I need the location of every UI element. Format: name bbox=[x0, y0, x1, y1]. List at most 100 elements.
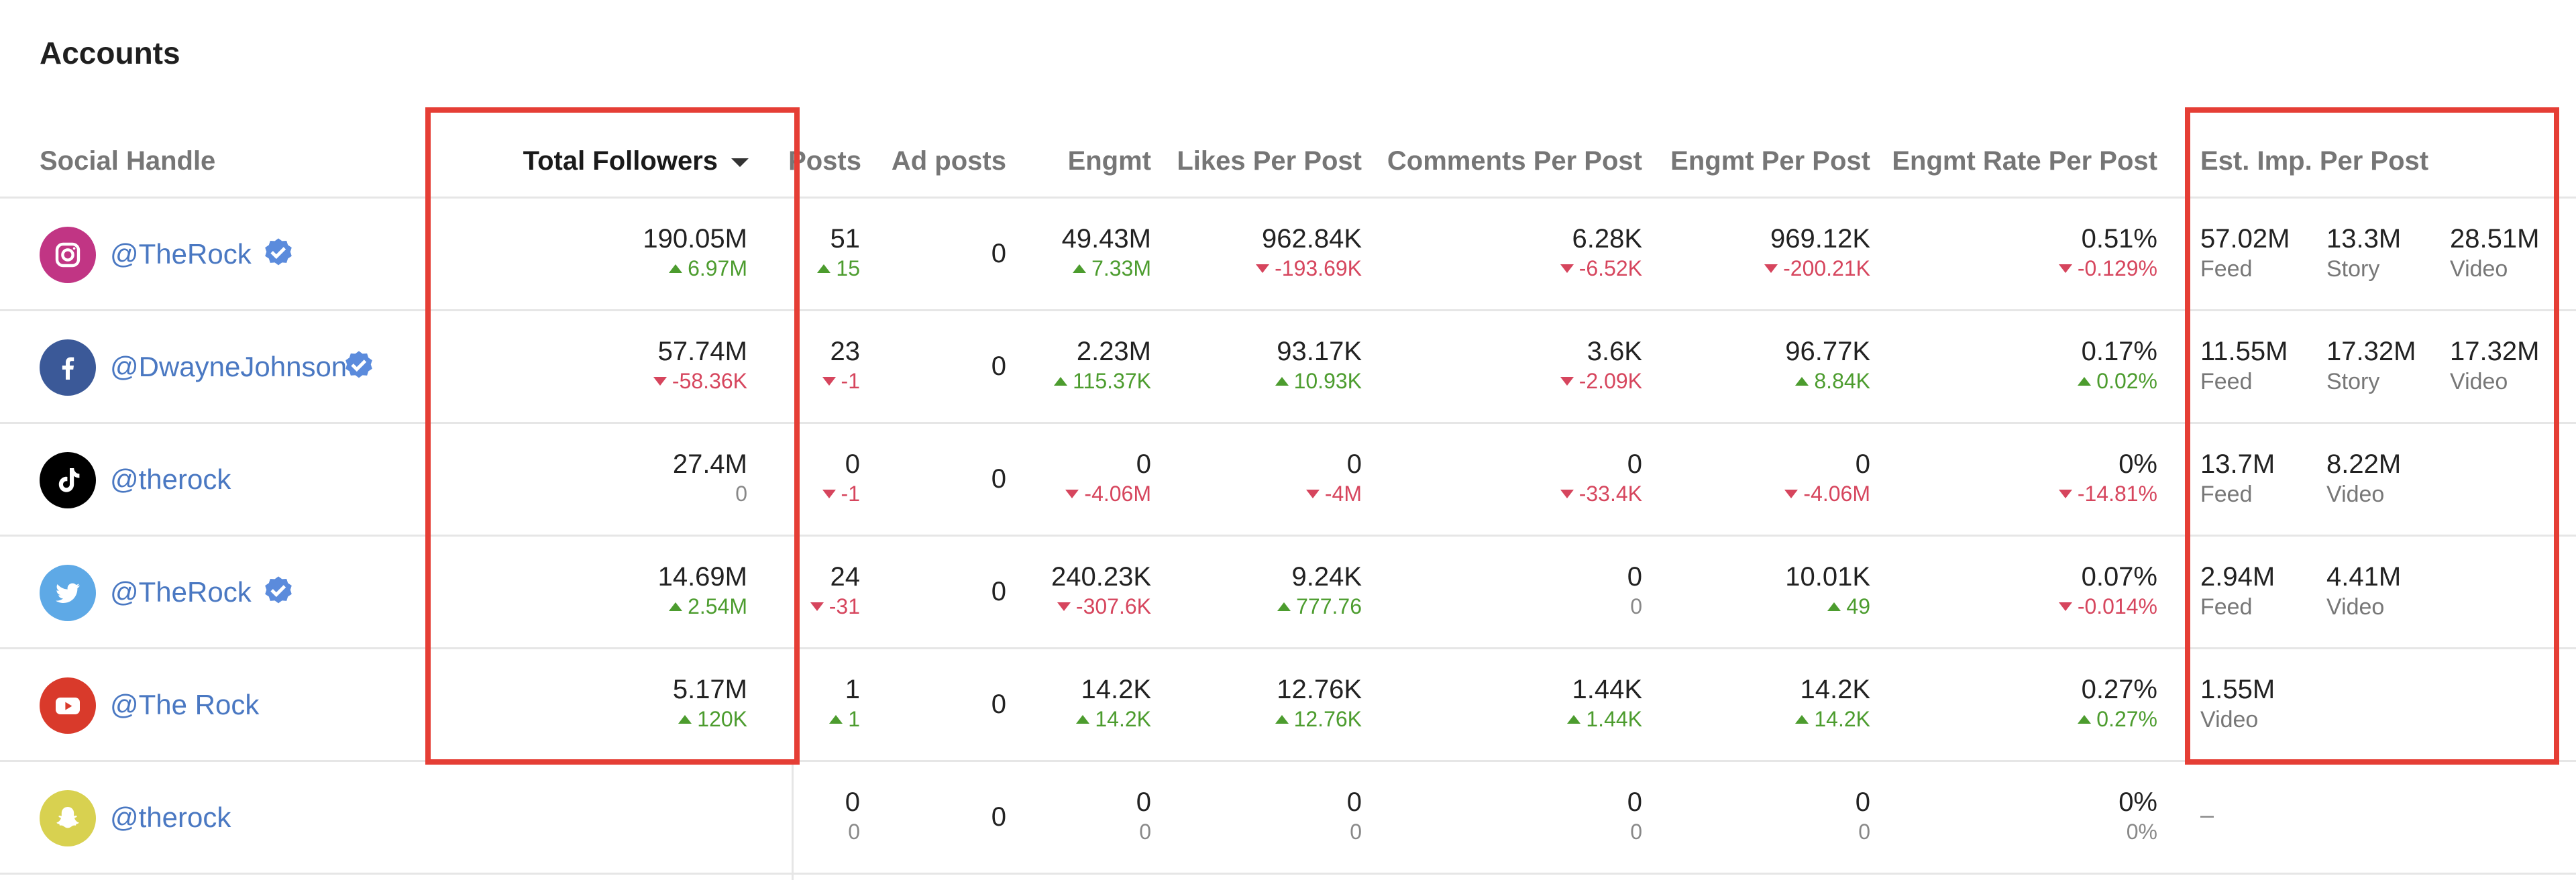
impression-label: Feed bbox=[2200, 594, 2253, 620]
trend-up-icon bbox=[1054, 377, 1068, 386]
metric-change-value: -33.4K bbox=[1578, 482, 1642, 506]
metric-value: 0 bbox=[1855, 787, 1870, 817]
metric-change: 0.27% bbox=[2078, 706, 2157, 732]
row-divider bbox=[0, 197, 2576, 199]
posts-cell: 51 15 bbox=[592, 199, 860, 311]
snapchat-icon bbox=[40, 790, 96, 846]
column-header-posts[interactable]: Posts bbox=[788, 146, 861, 176]
trend-up-icon bbox=[1827, 602, 1841, 612]
metric-value: 0 bbox=[991, 239, 1006, 268]
row-divider bbox=[0, 760, 2576, 762]
likes-per-post-cell: 0 -4M bbox=[1093, 424, 1362, 537]
metric-change-value: 115.37K bbox=[1073, 369, 1151, 393]
impression-item: 11.55M Feed bbox=[2200, 335, 2288, 396]
comments-per-post-cell: 0 -33.4K bbox=[1374, 424, 1642, 537]
metric-value: 0 bbox=[1627, 787, 1642, 817]
metric-change-value: -0.129% bbox=[2077, 256, 2157, 280]
metric-change-value: -58.36K bbox=[672, 369, 747, 393]
metric-change: 0 bbox=[1630, 818, 1642, 845]
metric-change: 0.02% bbox=[2078, 368, 2157, 394]
metric-value: 23 bbox=[830, 337, 861, 366]
column-header-est-imp-per-post[interactable]: Est. Imp. Per Post bbox=[2200, 146, 2429, 176]
trend-up-icon bbox=[1073, 264, 1087, 274]
social-handle-link[interactable]: @TheRock bbox=[110, 576, 252, 608]
column-header-engmt-per-post[interactable]: Engmt Per Post bbox=[1670, 146, 1870, 176]
total-followers-cell: 27.4M 0 bbox=[479, 424, 747, 537]
comments-per-post-cell: 1.44K 1.44K bbox=[1374, 649, 1642, 762]
impression-label: Feed bbox=[2200, 256, 2253, 282]
social-handle-link[interactable]: @therock bbox=[110, 802, 231, 833]
impression-item: 57.02M Feed bbox=[2200, 223, 2290, 283]
trend-down-icon bbox=[1305, 490, 1320, 499]
metric-change-value: 0.02% bbox=[2096, 369, 2157, 393]
metric-change: 115.37K bbox=[1054, 368, 1151, 394]
trend-down-icon bbox=[1560, 264, 1574, 274]
metric-change: 14.2K bbox=[1795, 706, 1870, 732]
column-header-likes-per-post[interactable]: Likes Per Post bbox=[1177, 146, 1362, 176]
metric-change: -1 bbox=[822, 368, 860, 394]
metric-change-value: 0% bbox=[2126, 820, 2157, 844]
social-handle-link[interactable]: @The Rock bbox=[110, 689, 260, 720]
metric-change-value: -307.6K bbox=[1075, 594, 1151, 618]
verified-badge-icon bbox=[341, 349, 377, 385]
total-followers-cell: 190.05M 6.97M bbox=[479, 199, 747, 311]
metric-value: 93.17K bbox=[1277, 337, 1362, 366]
metric-change-value: -4.06M bbox=[1803, 482, 1870, 506]
metric-change: 0 bbox=[1139, 818, 1151, 845]
metric-change-value: 15 bbox=[836, 256, 860, 280]
comments-per-post-cell: 6.28K -6.52K bbox=[1374, 199, 1642, 311]
column-header-social-handle[interactable]: Social Handle bbox=[40, 146, 216, 176]
metric-change-value: -0.014% bbox=[2077, 594, 2157, 618]
metric-value: 0.27% bbox=[2081, 675, 2157, 704]
metric-value: 0 bbox=[1136, 787, 1151, 817]
metric-change: 120K bbox=[678, 706, 747, 732]
metric-change: 0 bbox=[1630, 593, 1642, 620]
metric-change-value: -2.09K bbox=[1578, 369, 1642, 393]
total-followers-cell: 14.69M 2.54M bbox=[479, 537, 747, 649]
facebook-icon bbox=[40, 339, 96, 396]
engmt-cell: 0 -4.06M bbox=[883, 424, 1151, 537]
likes-per-post-cell: 9.24K 777.76 bbox=[1093, 537, 1362, 649]
social-handle-link[interactable]: @DwayneJohnson bbox=[110, 351, 347, 382]
column-header-engmt[interactable]: Engmt bbox=[1067, 146, 1151, 176]
trend-down-icon bbox=[1065, 490, 1079, 499]
impression-value: 13.7M bbox=[2200, 449, 2275, 479]
metric-change: -14.81% bbox=[2058, 480, 2157, 507]
metric-value: 0 bbox=[845, 787, 860, 817]
metric-value: 0 bbox=[991, 464, 1006, 494]
metric-change: -58.36K bbox=[653, 368, 747, 394]
trend-down-icon bbox=[2058, 602, 2072, 612]
trend-up-icon bbox=[1795, 715, 1809, 724]
impression-value: 13.3M bbox=[2326, 224, 2402, 254]
metric-change: -4M bbox=[1305, 480, 1362, 507]
metric-change: -2.09K bbox=[1560, 368, 1642, 394]
metric-value: 0 bbox=[991, 802, 1006, 832]
metric-change: 0 bbox=[848, 818, 860, 845]
trend-down-icon bbox=[822, 377, 836, 386]
trend-up-icon bbox=[829, 715, 843, 724]
social-handle-link[interactable]: @therock bbox=[110, 463, 231, 495]
row-divider bbox=[0, 873, 2576, 875]
metric-value: 27.4M bbox=[672, 449, 747, 479]
metric-change-value: -193.69K bbox=[1275, 256, 1362, 280]
total-followers-cell: 57.74M -58.36K bbox=[479, 311, 747, 424]
column-header-ad-posts[interactable]: Ad posts bbox=[891, 146, 1006, 176]
table-row: @therock 27.4M 0 0 -1 0 0 -4.06M 0 -4M 0 -33.4K 0 -4.… bbox=[0, 424, 2576, 537]
social-handle-link[interactable]: @TheRock bbox=[110, 238, 252, 270]
instagram-icon bbox=[40, 227, 96, 283]
metric-change-value: 777.76 bbox=[1296, 594, 1362, 618]
metric-value: 9.24K bbox=[1291, 562, 1362, 592]
metric-value: 0 bbox=[1136, 449, 1151, 479]
column-header-total-followers[interactable]: Total Followers bbox=[523, 142, 749, 180]
column-header-engmt-rate-per-post[interactable]: Engmt Rate Per Post bbox=[1892, 146, 2157, 176]
trend-down-icon bbox=[2058, 264, 2072, 274]
column-header-comments-per-post[interactable]: Comments Per Post bbox=[1387, 146, 1642, 176]
trend-down-icon bbox=[1784, 490, 1799, 499]
engmt-cell: 240.23K -307.6K bbox=[883, 537, 1151, 649]
metric-value: 3.6K bbox=[1587, 337, 1642, 366]
metric-change: -0.014% bbox=[2058, 593, 2157, 620]
metric-change: -0.129% bbox=[2058, 255, 2157, 282]
